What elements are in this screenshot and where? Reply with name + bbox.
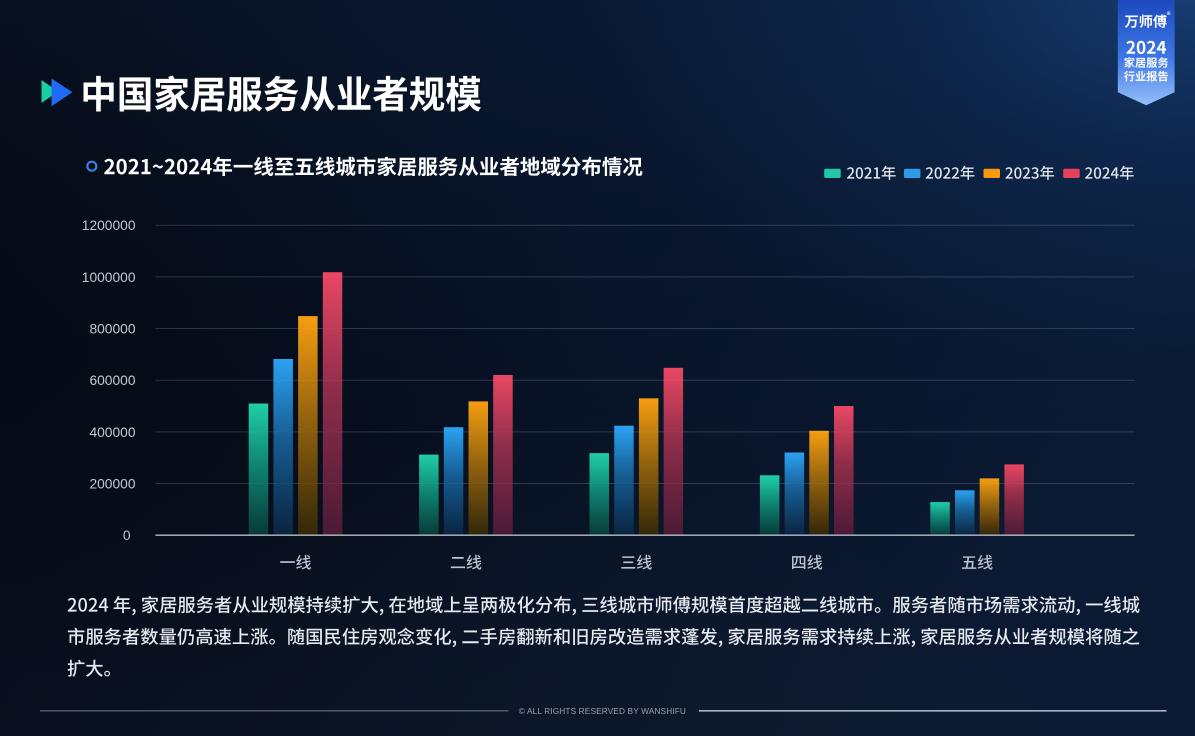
svg-text:400000: 400000 bbox=[89, 425, 135, 440]
svg-text:© ALL RIGHTS RESERVED BY WANSH: © ALL RIGHTS RESERVED BY WANSHIFU bbox=[519, 706, 686, 716]
svg-text:1200000: 1200000 bbox=[82, 218, 136, 233]
svg-text:200000: 200000 bbox=[89, 477, 135, 492]
svg-text:1000000: 1000000 bbox=[82, 270, 136, 285]
svg-text:0: 0 bbox=[123, 528, 131, 543]
svg-text:800000: 800000 bbox=[89, 322, 135, 337]
svg-text:600000: 600000 bbox=[89, 373, 135, 388]
